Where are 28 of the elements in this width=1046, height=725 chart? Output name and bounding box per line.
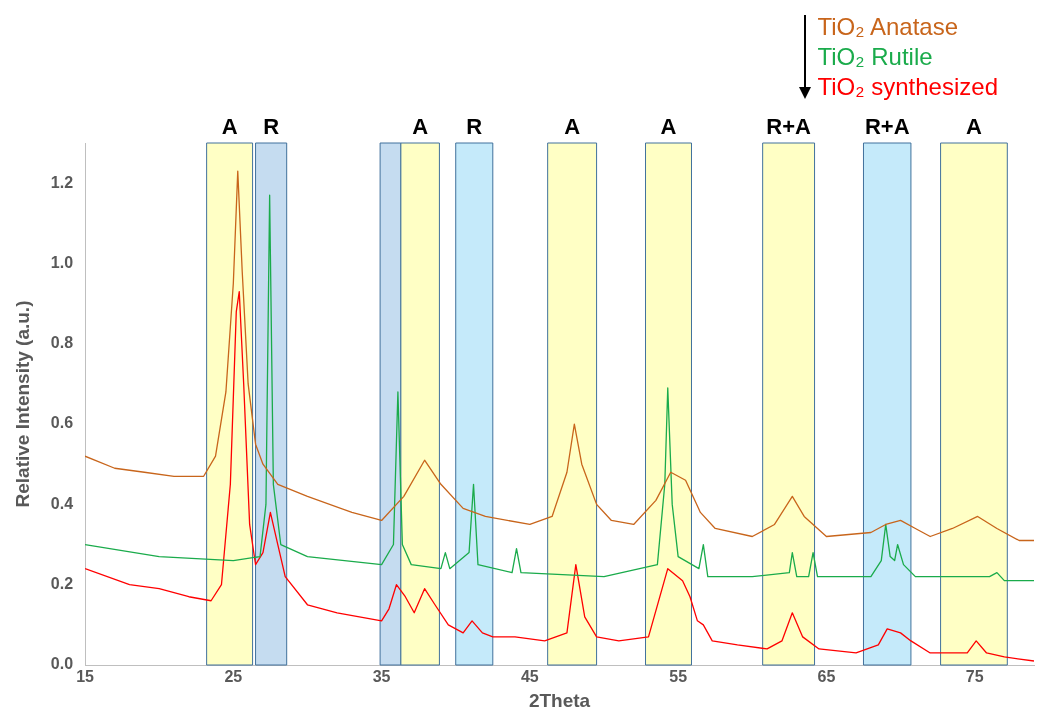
x-tick-label: 25 [224,668,243,686]
band-label: A [412,114,429,140]
y-tick-label: 0.8 [50,334,74,352]
band-label: R+A [864,114,910,140]
text: TiO₂ Anatase [817,12,959,42]
x-tick-label: 15 [76,668,95,686]
band-label: R [466,114,483,140]
text: TiO₂ synthesized [817,72,998,102]
x-tick-label: 45 [520,668,539,686]
y-tick-label: 0.0 [50,655,74,673]
band-label: A [660,114,677,140]
y-tick-label: 1.2 [50,173,74,191]
y-axis-title: Relative Intensity (a.u.) [11,300,33,508]
x-tick-label: 35 [372,668,391,686]
x-tick-label: 65 [817,668,836,686]
y-tick-label: 1.0 [50,253,74,271]
band-label: A [221,114,238,140]
x-axis-title: 2Theta [528,689,591,711]
band-label: R+A [766,114,812,140]
band-label: A [564,114,581,140]
y-tick-label: 0.2 [50,575,74,593]
text: TiO₂ Rutile [817,42,934,72]
band-label: R [263,114,280,140]
x-tick-label: 75 [965,668,984,686]
y-tick-label: 0.6 [50,414,74,432]
band-label: A [966,114,982,140]
y-tick-label: 0.4 [50,494,74,512]
x-tick-label: 55 [669,668,688,686]
